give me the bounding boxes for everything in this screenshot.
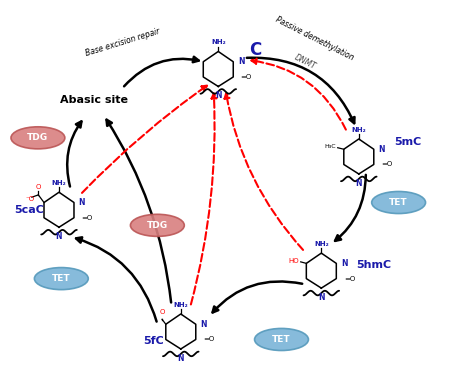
FancyArrowPatch shape <box>212 281 302 312</box>
Text: HO: HO <box>288 258 299 264</box>
Text: N: N <box>178 354 184 362</box>
Text: TET: TET <box>389 198 408 207</box>
Text: NH₂: NH₂ <box>211 39 226 46</box>
FancyArrowPatch shape <box>191 93 217 305</box>
Text: NH₂: NH₂ <box>351 127 366 133</box>
Text: H₃C: H₃C <box>325 144 337 149</box>
Ellipse shape <box>35 267 88 290</box>
FancyArrowPatch shape <box>251 59 346 130</box>
Text: TDG: TDG <box>27 133 48 142</box>
FancyArrowPatch shape <box>67 122 82 186</box>
Text: N: N <box>356 179 362 188</box>
Text: NH₂: NH₂ <box>173 302 188 308</box>
Text: O: O <box>36 185 41 190</box>
Text: TET: TET <box>272 335 291 344</box>
Text: N: N <box>238 57 245 66</box>
Text: Abasic site: Abasic site <box>60 95 128 105</box>
Text: =O: =O <box>381 161 392 168</box>
FancyArrowPatch shape <box>335 175 366 241</box>
Text: ⁻O: ⁻O <box>26 196 35 202</box>
Text: N: N <box>215 91 221 100</box>
Text: N: N <box>79 198 85 207</box>
Text: 5mC: 5mC <box>394 137 421 147</box>
FancyArrowPatch shape <box>82 86 207 193</box>
Text: 5caC: 5caC <box>15 205 45 215</box>
Text: TDG: TDG <box>147 221 168 230</box>
FancyArrowPatch shape <box>247 58 355 123</box>
FancyArrowPatch shape <box>107 120 171 303</box>
Text: N: N <box>318 293 325 302</box>
Text: N: N <box>341 259 347 268</box>
Text: O: O <box>159 309 165 315</box>
Text: 5fC: 5fC <box>143 336 164 346</box>
Text: =O: =O <box>82 215 93 221</box>
FancyArrowPatch shape <box>124 57 199 86</box>
Text: Base excision repair: Base excision repair <box>84 27 161 58</box>
Text: C: C <box>249 41 261 59</box>
Text: =O: =O <box>344 276 355 282</box>
FancyArrowPatch shape <box>225 93 303 250</box>
Text: NH₂: NH₂ <box>314 241 328 247</box>
Text: N: N <box>201 320 207 329</box>
FancyArrowPatch shape <box>76 237 156 322</box>
Text: =O: =O <box>241 74 252 80</box>
Text: DNMT: DNMT <box>292 52 317 71</box>
Text: N: N <box>56 232 62 241</box>
Text: =O: =O <box>203 337 215 342</box>
Text: N: N <box>378 145 385 154</box>
Text: 5hmC: 5hmC <box>356 260 392 270</box>
Text: NH₂: NH₂ <box>52 180 66 186</box>
Ellipse shape <box>255 328 309 350</box>
Text: TET: TET <box>52 274 71 283</box>
Ellipse shape <box>130 214 184 236</box>
Ellipse shape <box>11 127 65 149</box>
Text: Passive demethylation: Passive demethylation <box>273 15 355 63</box>
Ellipse shape <box>372 191 426 213</box>
